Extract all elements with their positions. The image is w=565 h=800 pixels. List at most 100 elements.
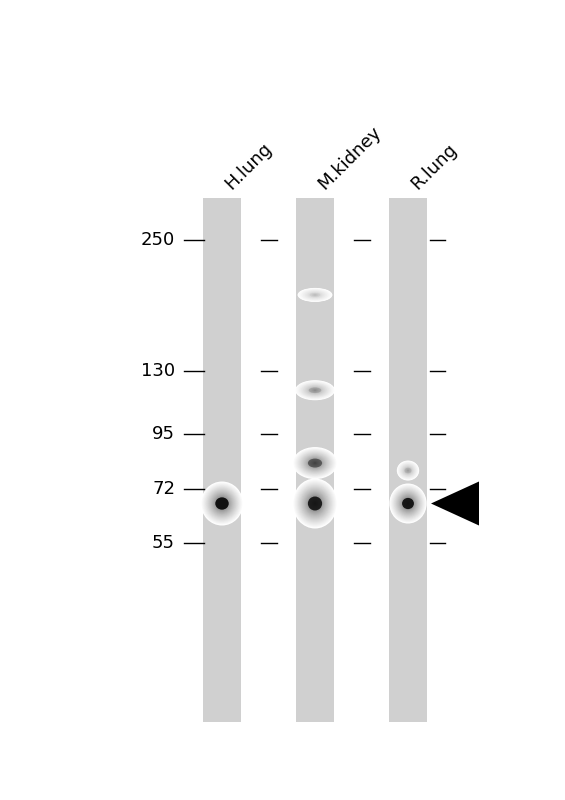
Ellipse shape [314, 390, 316, 391]
Ellipse shape [312, 501, 318, 506]
Ellipse shape [208, 490, 236, 518]
Ellipse shape [401, 495, 415, 511]
Ellipse shape [397, 491, 419, 515]
Ellipse shape [205, 485, 240, 522]
Ellipse shape [302, 383, 328, 397]
Ellipse shape [303, 384, 327, 396]
Ellipse shape [305, 493, 325, 514]
Ellipse shape [212, 494, 231, 513]
Ellipse shape [307, 291, 323, 298]
Ellipse shape [389, 483, 427, 523]
Ellipse shape [299, 289, 331, 301]
Bar [296, 198, 334, 722]
Ellipse shape [308, 387, 321, 393]
Ellipse shape [294, 481, 336, 526]
Ellipse shape [303, 454, 327, 471]
Ellipse shape [402, 465, 414, 476]
Ellipse shape [297, 381, 333, 399]
Ellipse shape [403, 466, 412, 474]
Text: 130: 130 [141, 362, 175, 380]
Ellipse shape [305, 455, 326, 470]
Ellipse shape [218, 499, 226, 508]
Ellipse shape [406, 501, 410, 506]
Text: 95: 95 [152, 425, 175, 442]
Ellipse shape [398, 493, 418, 514]
Ellipse shape [307, 458, 323, 469]
Ellipse shape [312, 389, 318, 392]
Ellipse shape [406, 502, 410, 505]
Ellipse shape [296, 450, 334, 477]
Ellipse shape [314, 462, 316, 464]
Ellipse shape [306, 386, 324, 395]
Ellipse shape [296, 482, 334, 525]
Ellipse shape [219, 501, 224, 506]
Ellipse shape [403, 498, 412, 508]
Ellipse shape [305, 491, 326, 515]
Ellipse shape [220, 502, 224, 506]
Ellipse shape [310, 498, 320, 510]
Ellipse shape [396, 490, 420, 516]
Ellipse shape [308, 292, 321, 298]
Bar [203, 198, 241, 722]
Text: 55: 55 [152, 534, 175, 552]
Ellipse shape [301, 453, 329, 474]
Ellipse shape [311, 498, 319, 509]
Ellipse shape [216, 498, 228, 510]
Text: M.kidney: M.kidney [315, 123, 385, 193]
Ellipse shape [308, 387, 321, 394]
Ellipse shape [203, 484, 241, 523]
Ellipse shape [390, 484, 426, 522]
Ellipse shape [217, 498, 227, 509]
Ellipse shape [306, 291, 324, 298]
Ellipse shape [214, 494, 231, 512]
Ellipse shape [304, 385, 326, 396]
Ellipse shape [313, 462, 317, 464]
Ellipse shape [405, 468, 411, 474]
Ellipse shape [406, 469, 410, 472]
Ellipse shape [310, 459, 320, 467]
Ellipse shape [214, 495, 229, 511]
Ellipse shape [308, 495, 322, 511]
Ellipse shape [295, 449, 334, 477]
Ellipse shape [301, 383, 329, 398]
Bar [389, 198, 427, 722]
Ellipse shape [398, 492, 419, 514]
Ellipse shape [398, 462, 418, 480]
Ellipse shape [398, 462, 418, 479]
Ellipse shape [306, 386, 324, 394]
Ellipse shape [212, 493, 232, 514]
Ellipse shape [402, 497, 414, 510]
Ellipse shape [308, 458, 322, 468]
Ellipse shape [298, 382, 332, 399]
Ellipse shape [311, 294, 319, 296]
Ellipse shape [302, 384, 328, 397]
Ellipse shape [301, 290, 329, 301]
Ellipse shape [299, 382, 331, 398]
Ellipse shape [314, 294, 316, 295]
Ellipse shape [399, 463, 416, 478]
Ellipse shape [392, 486, 424, 521]
Ellipse shape [302, 454, 328, 472]
Ellipse shape [312, 389, 318, 391]
Ellipse shape [299, 451, 331, 474]
Ellipse shape [297, 450, 333, 476]
Ellipse shape [403, 466, 413, 475]
Ellipse shape [293, 478, 337, 529]
Ellipse shape [295, 482, 334, 526]
Ellipse shape [397, 461, 419, 480]
Ellipse shape [308, 497, 321, 510]
Ellipse shape [301, 289, 329, 301]
Ellipse shape [302, 454, 328, 473]
Ellipse shape [310, 293, 320, 297]
Ellipse shape [310, 388, 320, 393]
Ellipse shape [311, 461, 319, 466]
Ellipse shape [215, 497, 229, 510]
Ellipse shape [299, 486, 331, 522]
Ellipse shape [299, 289, 331, 302]
Ellipse shape [306, 457, 324, 470]
Ellipse shape [302, 489, 328, 518]
Ellipse shape [308, 458, 321, 467]
Ellipse shape [399, 494, 417, 513]
Ellipse shape [405, 468, 411, 474]
Ellipse shape [304, 290, 326, 299]
